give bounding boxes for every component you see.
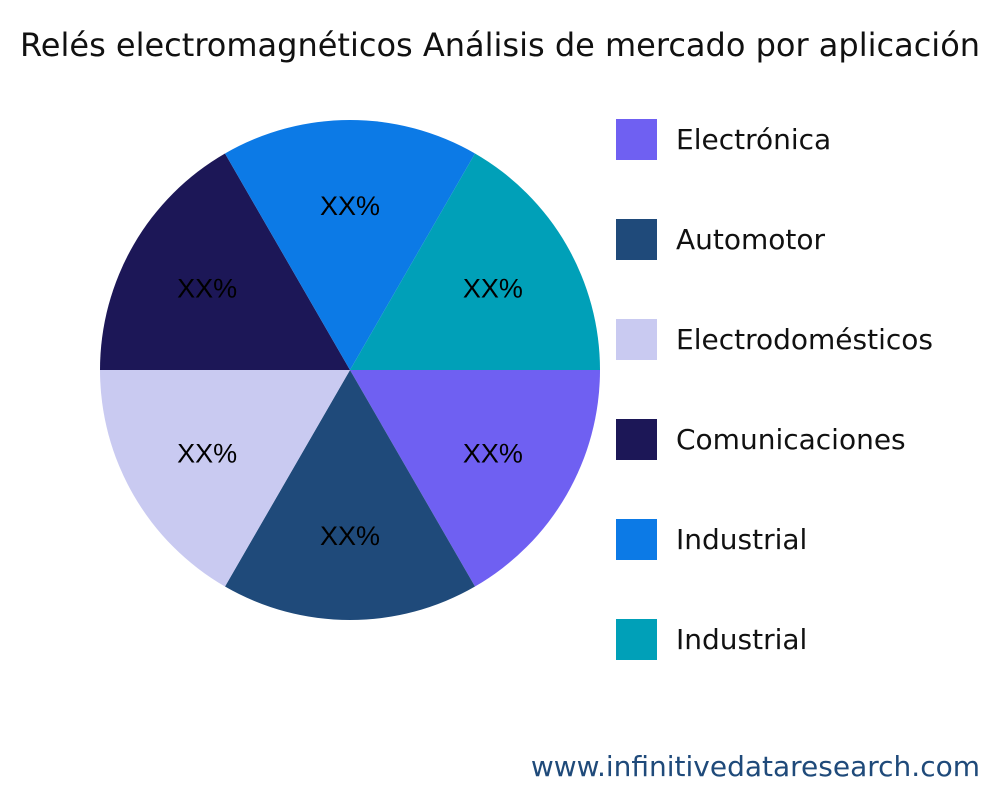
legend-label: Industrial [676, 622, 808, 656]
footer-url: www.infinitivedataresearch.com [530, 750, 980, 783]
legend-swatch [616, 618, 657, 660]
legend-label: Electrónica [676, 122, 832, 156]
pie-slice-4 [225, 119, 475, 370]
data-label: XX% [463, 274, 523, 304]
pie-slice-2 [100, 370, 350, 587]
legend-label: Electrodomésticos [676, 322, 933, 356]
legend-swatch [616, 418, 657, 460]
pie-slice-3 [100, 153, 350, 370]
data-label: XX% [177, 439, 237, 469]
legend-item: Automotor [616, 218, 826, 260]
pie-slice-5 [350, 153, 600, 370]
legend-swatch [616, 218, 657, 260]
pie-slice-0 [350, 370, 600, 587]
pie-slice-1 [225, 370, 475, 620]
legend-label: Comunicaciones [676, 422, 906, 456]
chart-title: Relés electromagnéticos Análisis de merc… [20, 26, 981, 64]
legend-swatch [616, 118, 657, 160]
data-label: XX% [320, 521, 380, 551]
legend-swatch [616, 518, 657, 560]
legend-label: Industrial [676, 522, 808, 556]
legend-item: Electrodomésticos [616, 318, 933, 360]
legend-item: Electrónica [616, 118, 832, 160]
legend-item: Industrial [616, 518, 808, 560]
legend-item: Industrial [616, 618, 808, 660]
legend-swatch [616, 318, 657, 360]
data-label: XX% [320, 191, 380, 221]
data-label: XX% [177, 274, 237, 304]
data-label: XX% [463, 439, 523, 469]
legend-item: Comunicaciones [616, 418, 906, 460]
legend-label: Automotor [676, 222, 826, 256]
